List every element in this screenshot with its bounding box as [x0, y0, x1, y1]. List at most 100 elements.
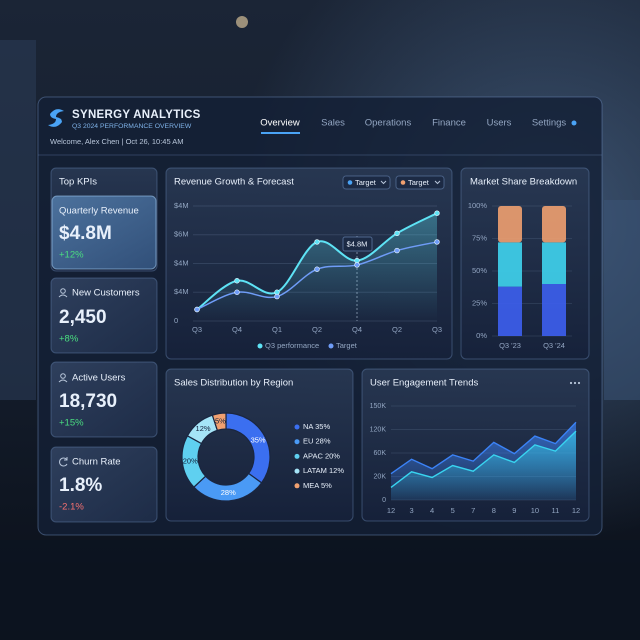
point: [434, 210, 440, 216]
legend-dot: [294, 439, 300, 445]
menu-dot: [573, 381, 577, 385]
kpi-label: New Customers: [72, 288, 140, 299]
x-tick-label: Q2: [392, 325, 402, 334]
y-tick-label: 120K: [370, 426, 387, 433]
x-tick-label: Q1: [272, 325, 282, 334]
kpi-value: 2,450: [59, 307, 107, 328]
panel-title: Market Share Breakdown: [470, 177, 577, 188]
x-tick-label: 12: [572, 506, 580, 515]
nav-tab[interactable]: Finance: [432, 118, 466, 129]
menu-dot: [569, 381, 573, 385]
kpi-card[interactable]: [50, 277, 158, 354]
panel-title: User Engagement Trends: [370, 378, 479, 389]
more-menu[interactable]: [569, 381, 581, 385]
filter-dropdown[interactable]: [342, 175, 391, 190]
y-tick-label: 150K: [370, 403, 387, 410]
menu-dot: [577, 381, 581, 385]
y-tick-label: 75%: [472, 233, 487, 242]
legend-label: NA 35%: [303, 422, 330, 431]
x-tick-label: Q4: [232, 325, 242, 334]
y-tick-label: $4M: [174, 287, 189, 296]
x-tick-label: 10: [531, 506, 539, 515]
y-tick-label: 100%: [468, 201, 488, 210]
users-icon: [58, 379, 68, 383]
nav-tab[interactable]: Users: [487, 118, 512, 129]
legend-value: 12%: [329, 466, 344, 475]
filter-label: Target: [355, 178, 377, 187]
legend-dot: [257, 343, 263, 349]
legend-label: Target: [336, 341, 358, 350]
refresh-icon: [59, 457, 68, 467]
slice-label: 35%: [251, 436, 266, 445]
y-tick-label: 0: [174, 316, 178, 325]
point: [314, 266, 320, 272]
x-tick-label: Q2: [312, 325, 322, 334]
line: [390, 430, 577, 489]
bar-segment: [498, 242, 522, 287]
y-tick-label: 0: [382, 497, 386, 504]
chevron: [380, 180, 387, 185]
point: [354, 262, 360, 268]
legend-name: MEA: [303, 481, 319, 490]
nav-tab[interactable]: Overview: [260, 118, 300, 129]
legend-name: LATAM: [303, 466, 327, 475]
window-left: [0, 40, 36, 400]
filter-dropdown[interactable]: [395, 175, 445, 190]
nav-tab[interactable]: Settings: [532, 118, 567, 129]
legend-dot: [328, 343, 334, 349]
users-icon: [60, 373, 66, 379]
slice-label: 20%: [183, 456, 198, 465]
legend-label: MEA 5%: [303, 481, 332, 490]
nav-tab[interactable]: Sales: [321, 118, 345, 129]
y-tick-label: $6M: [174, 230, 189, 239]
panel-title: Top KPIs: [59, 177, 97, 188]
point: [194, 306, 200, 313]
x-tick-label: Q4: [352, 325, 362, 334]
legend-label: LATAM 12%: [303, 466, 344, 475]
kpi-change: +8%: [59, 334, 79, 345]
point: [234, 289, 240, 295]
bar-segment: [542, 242, 566, 284]
slice-label: 5%: [215, 416, 226, 425]
kpi-card[interactable]: [50, 361, 158, 438]
window-right: [604, 200, 640, 400]
legend-label: APAC 20%: [303, 451, 340, 460]
filter-dot: [347, 180, 353, 185]
y-tick-label: $4M: [174, 201, 189, 210]
panel-title: Sales Distribution by Region: [174, 378, 293, 389]
donut-slice: [211, 412, 227, 432]
kpi-card[interactable]: [50, 446, 158, 523]
y-tick-label: 60K: [374, 450, 387, 457]
legend-value: 5%: [321, 481, 332, 490]
x-tick-label: 11: [552, 506, 560, 515]
slice-label: 28%: [221, 488, 236, 497]
kpi-label: Active Users: [72, 373, 126, 384]
legend-dot: [294, 468, 300, 474]
slice-label: 12%: [196, 424, 211, 433]
legend-name: EU: [303, 437, 313, 446]
welcome: Welcome, Alex Chen | Oct 26, 10:45 AM: [50, 137, 184, 146]
point: [394, 247, 400, 254]
x-tick-label: 3: [409, 506, 413, 515]
annotation-box: [342, 236, 373, 252]
legend-value: 20%: [325, 451, 340, 460]
legend-dot: [294, 453, 300, 459]
legend-name: NA: [303, 422, 313, 431]
legend-label: EU 28%: [303, 437, 331, 446]
notification-dot: [571, 120, 577, 126]
bar-segment: [498, 286, 522, 336]
kpi-card[interactable]: [51, 195, 157, 270]
kpi-label: Quarterly Revenue: [59, 206, 139, 217]
filter-label: Target: [408, 178, 430, 187]
x-tick-label: 4: [430, 506, 434, 515]
annotation: $4.8M: [347, 239, 368, 248]
legend-label: Q3 performance: [265, 341, 319, 350]
y-tick-label: 50%: [472, 266, 487, 275]
nav-tab[interactable]: Operations: [365, 118, 412, 129]
kpi-change: +12%: [59, 250, 84, 261]
line: [390, 421, 577, 475]
kpi-value: $4.8M: [59, 223, 112, 244]
kpi-change: +15%: [59, 418, 84, 429]
kpi-value: 18,730: [59, 391, 117, 412]
